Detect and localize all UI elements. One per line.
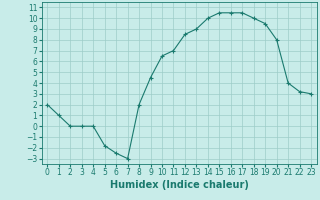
X-axis label: Humidex (Indice chaleur): Humidex (Indice chaleur) <box>110 180 249 190</box>
